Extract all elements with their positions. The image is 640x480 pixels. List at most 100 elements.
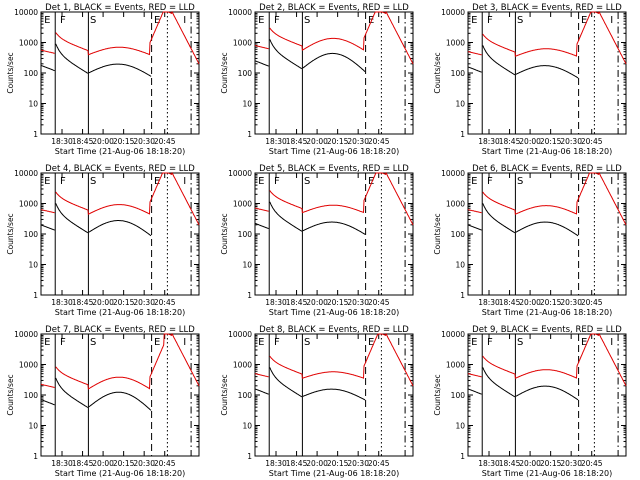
marker-label: I <box>183 15 186 26</box>
marker-label: F <box>487 337 493 348</box>
marker-label: E <box>581 15 587 26</box>
events-curve <box>254 367 366 401</box>
y-tick-label: 1 <box>460 130 465 139</box>
marker-label: E <box>471 337 477 348</box>
marker-label: F <box>274 15 280 26</box>
y-tick-label: 100 <box>451 391 466 400</box>
y-tick-label: 1000 <box>19 39 38 48</box>
x-tick-label: 20:00 <box>92 137 114 146</box>
marker-label: S <box>517 15 523 26</box>
marker-label: E <box>44 15 50 26</box>
x-axis-label: Start Time (21-Aug-06 18:18:20) <box>269 308 400 317</box>
panel-title: Det 8, BLACK = Events, RED = LLD <box>259 325 409 335</box>
plot-frame <box>40 11 200 135</box>
panel-det-2: Det 2, BLACK = Events, RED = LLD 1 10 100 10… <box>220 3 414 156</box>
events-curve <box>40 43 152 77</box>
lld-curve <box>254 332 414 387</box>
y-tick-label: 1000 <box>19 200 38 209</box>
y-tick-label: 1 <box>247 291 252 300</box>
lld-curve <box>254 10 414 65</box>
x-tick-label: 18:45 <box>72 298 94 307</box>
panel-det-1: Det 1, BLACK = Events, RED = LLD 1 10 100 10… <box>6 3 200 156</box>
y-axis-label: Counts/sec <box>220 52 229 93</box>
y-tick-label: 10 <box>455 100 465 109</box>
y-tick-label: 10000 <box>441 8 465 17</box>
marker-label: F <box>60 337 66 348</box>
marker-label: S <box>517 337 523 348</box>
y-tick-label: 10 <box>28 422 38 431</box>
y-tick-label: 1000 <box>446 39 465 48</box>
x-tick-label: 20:00 <box>92 459 114 468</box>
marker-label: E <box>44 337 50 348</box>
x-tick-label: 20:00 <box>306 137 328 146</box>
marker-label: I <box>610 15 613 26</box>
y-tick-label: 10000 <box>14 8 38 17</box>
x-tick-label: 18:30 <box>478 298 500 307</box>
marker-label: S <box>304 337 310 348</box>
x-tick-label: 18:30 <box>265 137 287 146</box>
x-tick-label: 18:45 <box>286 298 308 307</box>
y-tick-label: 100 <box>24 230 39 239</box>
y-tick-label: 10000 <box>14 169 38 178</box>
marker-label: S <box>90 337 96 348</box>
panel-det-8: Det 8, BLACK = Events, RED = LLD 1 10 100 10… <box>220 325 414 478</box>
x-tick-label: 18:30 <box>51 459 73 468</box>
x-tick-label: 20:00 <box>306 298 328 307</box>
marker-label: I <box>183 176 186 187</box>
y-tick-label: 1000 <box>233 361 252 370</box>
y-tick-label: 1000 <box>233 39 252 48</box>
marker-label: E <box>368 176 374 187</box>
lld-curve <box>467 171 627 226</box>
marker-label: I <box>610 176 613 187</box>
x-tick-label: 20:15 <box>327 137 349 146</box>
y-tick-label: 1000 <box>233 200 252 209</box>
plot-frame <box>40 333 200 457</box>
marker-label: E <box>581 176 587 187</box>
y-tick-label: 10 <box>28 100 38 109</box>
marker-label: E <box>471 15 477 26</box>
x-tick-label: 20:30 <box>347 459 369 468</box>
x-tick-label: 20:00 <box>519 137 541 146</box>
x-tick-label: 20:15 <box>540 459 562 468</box>
marker-label: I <box>183 337 186 348</box>
marker-label: E <box>44 176 50 187</box>
y-tick-label: 1 <box>33 452 38 461</box>
marker-label: S <box>517 176 523 187</box>
marker-label: I <box>610 337 613 348</box>
plot-frame <box>467 11 627 135</box>
lld-curve <box>254 171 414 226</box>
y-tick-label: 1000 <box>446 200 465 209</box>
x-tick-label: 20:45 <box>581 298 603 307</box>
y-axis-label: Counts/sec <box>433 374 442 415</box>
y-axis-label: Counts/sec <box>433 52 442 93</box>
events-curve <box>254 201 366 235</box>
plot-frame <box>254 11 414 135</box>
plot-frame <box>254 172 414 296</box>
marker-label: F <box>274 337 280 348</box>
marker-label: E <box>471 176 477 187</box>
marker-label: E <box>154 176 160 187</box>
x-tick-label: 18:30 <box>478 137 500 146</box>
y-tick-label: 1000 <box>19 361 38 370</box>
marker-label: I <box>397 15 400 26</box>
y-tick-label: 10 <box>242 100 252 109</box>
x-tick-label: 18:45 <box>286 137 308 146</box>
x-tick-label: 20:15 <box>113 137 135 146</box>
lld-curve <box>40 10 200 65</box>
y-tick-label: 100 <box>24 69 39 78</box>
x-tick-label: 20:45 <box>154 137 176 146</box>
plot-frame <box>467 172 627 296</box>
events-curve <box>40 377 152 411</box>
x-tick-label: 20:45 <box>581 459 603 468</box>
lld-curve <box>467 10 627 65</box>
y-tick-label: 1 <box>460 452 465 461</box>
x-tick-label: 20:15 <box>113 298 135 307</box>
marker-label: F <box>274 176 280 187</box>
y-tick-label: 10 <box>242 422 252 431</box>
y-tick-label: 100 <box>238 69 253 78</box>
y-tick-label: 100 <box>238 391 253 400</box>
panel-title: Det 4, BLACK = Events, RED = LLD <box>45 164 195 174</box>
y-tick-label: 10000 <box>228 169 252 178</box>
panel-title: Det 9, BLACK = Events, RED = LLD <box>472 325 622 335</box>
y-axis-label: Counts/sec <box>6 374 15 415</box>
